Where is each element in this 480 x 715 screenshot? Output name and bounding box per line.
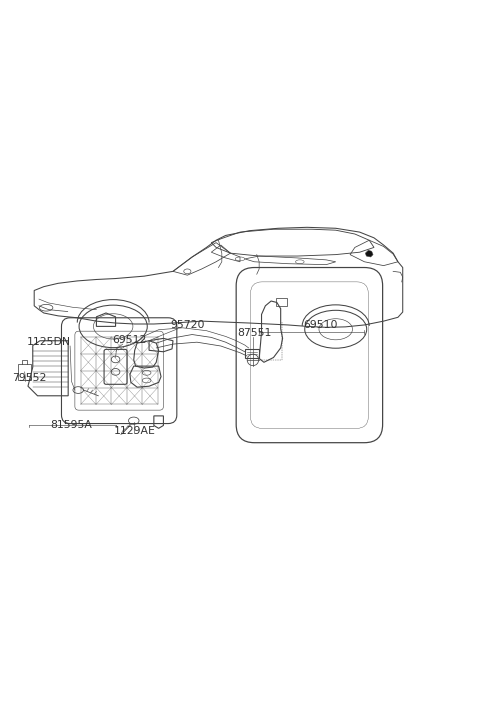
Text: 81595A: 81595A <box>50 420 93 430</box>
Text: 87551: 87551 <box>237 328 272 338</box>
Text: 69512: 69512 <box>113 335 147 345</box>
Polygon shape <box>365 250 373 257</box>
Text: 79552: 79552 <box>12 373 47 383</box>
Bar <box>18 364 31 380</box>
Text: 1129AE: 1129AE <box>114 426 156 436</box>
Text: 69510: 69510 <box>303 320 337 330</box>
Text: 95720: 95720 <box>170 320 204 330</box>
Text: 1125DN: 1125DN <box>26 337 71 347</box>
Bar <box>276 298 288 306</box>
